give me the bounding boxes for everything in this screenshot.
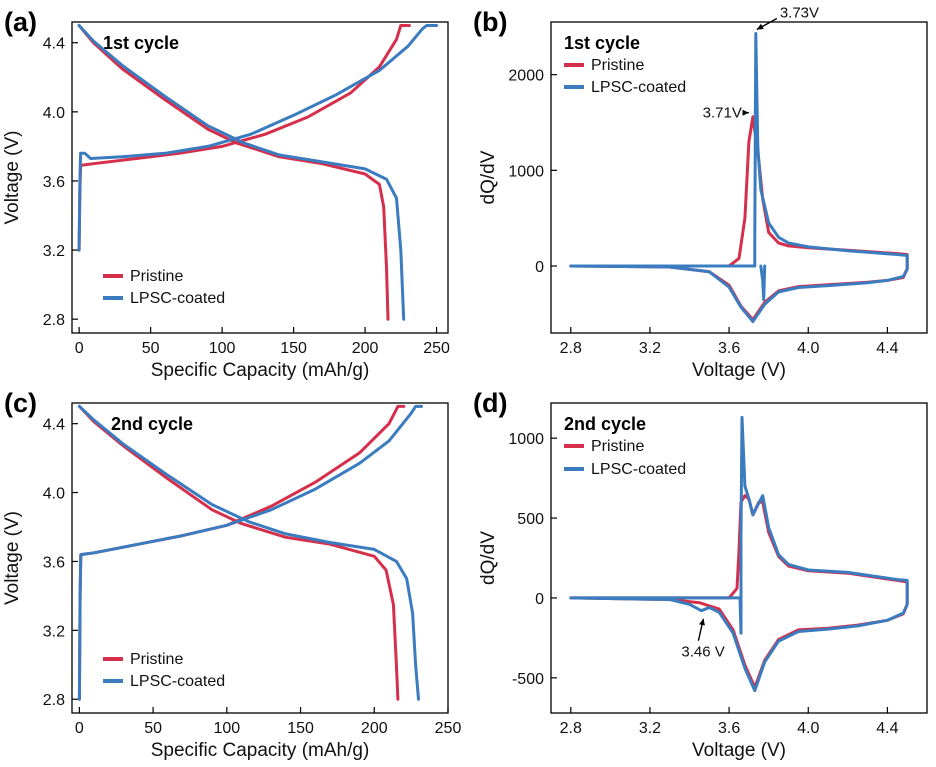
x-tick-label: 150 (280, 340, 307, 357)
y-tick-label: 4.4 (43, 417, 65, 434)
x-tick-label: 250 (423, 340, 450, 357)
plot-frame (71, 21, 449, 334)
plot-frame (550, 21, 928, 334)
x-tick-label: 0 (75, 720, 84, 737)
x-tick-label: 50 (144, 720, 162, 737)
y-axis-label: dQ/dV (478, 531, 499, 585)
x-tick-label: 3.2 (639, 340, 661, 357)
x-tick-label: 2.8 (560, 720, 582, 737)
x-tick-label: 100 (209, 340, 236, 357)
series-line-lpsc (569, 32, 909, 323)
y-tick-label: 3.6 (43, 554, 65, 571)
annotation-label: 3.46 V (681, 644, 724, 661)
annotation-label: 3.73V (780, 4, 819, 21)
legend-label: Pristine (591, 438, 644, 455)
y-tick-label: 4.0 (43, 486, 65, 503)
legend-label: LPSC-coated (591, 79, 686, 96)
x-tick-label: 2.8 (560, 340, 582, 357)
y-tick-label: 2.8 (43, 692, 65, 709)
y-axis-label: dQ/dV (478, 150, 499, 204)
series-line-lpsc (77, 404, 420, 701)
legend-label: LPSC-coated (591, 461, 686, 478)
legend-label: LPSC-coated (130, 290, 225, 307)
x-tick-label: 200 (352, 340, 379, 357)
x-tick-label: 4.0 (797, 720, 819, 737)
y-tick-label: 1000 (508, 431, 544, 448)
x-tick-label: 3.2 (639, 720, 661, 737)
legend-label: Pristine (130, 268, 183, 285)
cycle-label: 2nd cycle (564, 414, 646, 434)
x-tick-label: 150 (287, 720, 314, 737)
series-line-pristine (569, 115, 909, 322)
y-tick-label: 0 (535, 259, 544, 276)
x-tick-label: 3.6 (718, 340, 740, 357)
series-line-pristine (77, 404, 400, 701)
y-tick-label: 500 (517, 511, 544, 528)
legend-label: Pristine (130, 651, 183, 668)
panel-label: (d) (473, 388, 507, 418)
annotation-arrowhead (756, 23, 764, 30)
series-line-lpsc (569, 415, 909, 693)
y-tick-label: 1000 (508, 163, 544, 180)
panel-label: (b) (473, 7, 507, 37)
series-line-pristine (77, 24, 390, 321)
y-tick-label: 4.4 (43, 36, 65, 53)
x-tick-label: 4.0 (797, 340, 819, 357)
cycle-label: 2nd cycle (111, 414, 193, 434)
y-tick-label: -500 (512, 671, 544, 688)
x-tick-label: 100 (213, 720, 240, 737)
cycle-label: 1st cycle (564, 33, 640, 53)
series-line-pristine (569, 494, 909, 689)
x-tick-label: 0 (75, 340, 84, 357)
cycle-label: 1st cycle (103, 33, 179, 53)
x-tick-label: 3.6 (718, 720, 740, 737)
series-line-lpsc (77, 24, 439, 252)
y-tick-label: 2000 (508, 68, 544, 85)
y-axis-label: Voltage (V) (2, 511, 23, 605)
annotation-label: 3.71V (703, 105, 742, 122)
series-line-lpsc (759, 264, 767, 301)
x-tick-label: 250 (435, 720, 462, 737)
legend-label: LPSC-coated (130, 673, 225, 690)
y-tick-label: 3.2 (43, 623, 65, 640)
x-axis-label: Voltage (V) (692, 360, 786, 381)
y-tick-label: 0 (535, 591, 544, 608)
panel-label: (c) (4, 388, 37, 418)
series-line-pristine (77, 24, 411, 252)
y-tick-label: 2.8 (43, 312, 65, 329)
x-tick-label: 200 (361, 720, 388, 737)
chart-panel-4: 2.8 3.2 3.6 4.0 4.4 -500 0 500 1000 Voltage (V) dQ… (473, 388, 928, 761)
plot-frame (71, 402, 449, 714)
y-tick-label: 3.2 (43, 243, 65, 260)
y-tick-label: 4.0 (43, 105, 65, 122)
series-line-lpsc (77, 404, 423, 701)
x-axis-label: Specific Capacity (mAh/g) (151, 360, 370, 381)
chart-panel-2: 2.8 3.2 3.6 4.0 4.4 0 1000 2000 Voltage (V) dQ/dV… (473, 4, 928, 381)
y-tick-label: 3.6 (43, 174, 65, 191)
chart-panel-1: 0 50 100 150 200 250 2.8 3.2 3.6 4.0 4.4 Specific C… (2, 7, 450, 381)
y-axis-label: Voltage (V) (2, 131, 23, 225)
x-tick-label: 50 (142, 340, 160, 357)
x-axis-label: Voltage (V) (692, 740, 786, 761)
legend-label: Pristine (591, 57, 644, 74)
series-line-lpsc (77, 24, 406, 321)
annotation-arrowhead (699, 618, 705, 626)
x-axis-label: Specific Capacity (mAh/g) (151, 740, 370, 761)
x-tick-label: 4.4 (876, 340, 898, 357)
annotation-arrowhead (742, 109, 749, 116)
chart-panel-3: 0 50 100 150 200 250 2.8 3.2 3.6 4.0 4.4 Specific C… (2, 388, 461, 761)
x-tick-label: 4.4 (876, 720, 898, 737)
panel-label: (a) (4, 7, 37, 37)
plot-frame (550, 402, 928, 714)
